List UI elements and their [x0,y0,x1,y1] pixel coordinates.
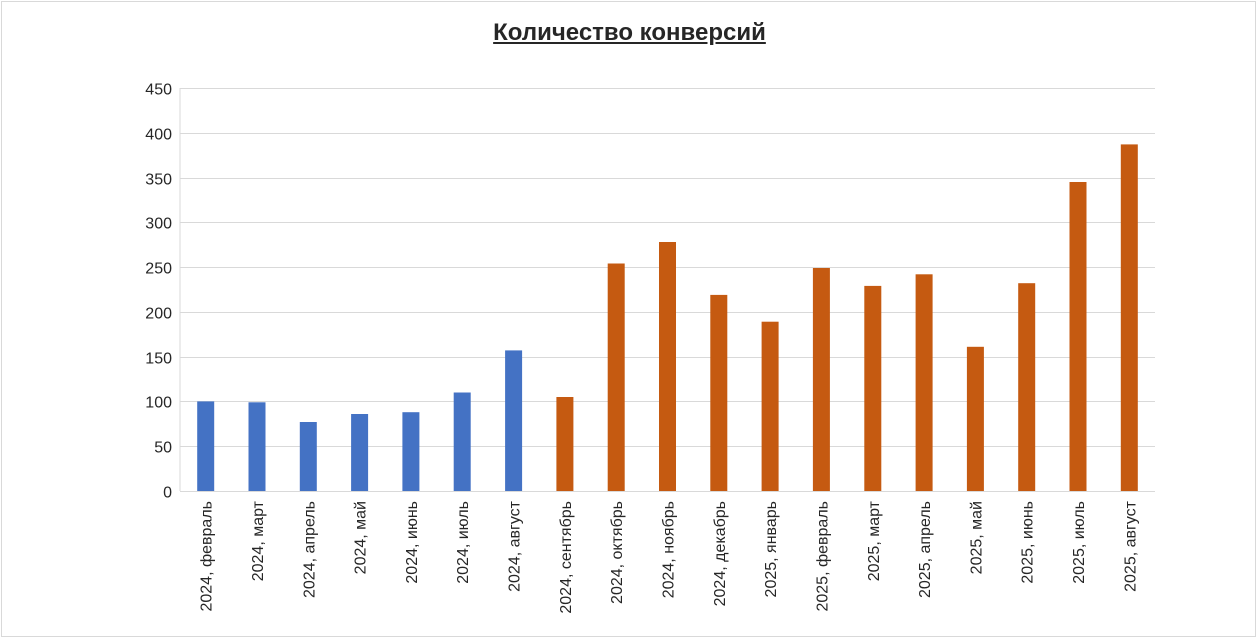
bars [197,144,1138,491]
x-tick-label: 2024, май [353,501,370,574]
bar [1120,144,1138,491]
y-tick-label: 300 [145,216,172,233]
y-tick-label: 400 [145,127,172,144]
x-tick-label: 2025, март [866,500,883,581]
x-tick-label: 2024, март [250,500,267,581]
bar [812,268,830,491]
x-tick-label: 2024, июль [455,501,472,584]
bar [556,397,574,491]
y-axis-ticks: 0 50 100 150 200 250 300 350 400 450 [145,82,172,502]
x-tick-label: 2024, февраль [199,501,216,612]
x-tick-label: 2024, июнь [404,501,421,584]
bar [966,346,984,491]
y-tick-label: 100 [145,395,172,412]
x-tick-label: 2024, ноябрь [661,501,678,598]
bar [351,414,369,491]
x-tick-label: 2025, февраль [814,501,831,612]
x-tick-label: 2024, октябрь [609,501,626,604]
bar [402,412,420,491]
bar [915,274,933,491]
bar [453,392,471,491]
y-tick-label: 250 [145,261,172,278]
x-tick-label: 2024, декабрь [712,501,729,606]
x-tick-label: 2024, август [507,500,524,592]
bar [659,242,676,491]
bar [607,263,625,491]
x-tick-label: 2025, январь [763,501,780,597]
y-tick-label: 150 [145,351,172,368]
x-tick-label: 2024, апрель [301,501,318,598]
bar [761,321,779,491]
y-tick-label: 0 [163,485,172,502]
x-tick-label: 2025, май [968,501,985,574]
bar [864,285,882,491]
bar [710,294,728,491]
x-tick-label: 2025, июль [1071,501,1088,584]
x-tick-label: 2025, июнь [1020,501,1037,584]
bar [505,350,523,491]
x-tick-label: 2025, апрель [917,501,934,598]
x-tick-label: 2024, сентябрь [558,501,575,614]
chart-title: Количество конверсий [493,19,766,46]
bar [1069,182,1087,491]
x-tick-label: 2025, август [1122,500,1139,592]
bar [1018,283,1036,491]
bar [248,402,266,491]
y-tick-label: 200 [145,306,172,323]
y-tick-label: 450 [145,82,172,99]
x-axis-ticks: 2024, февраль 2024, март 2024, апрель 2024,… [199,500,1140,613]
bar [197,401,215,491]
bar [299,422,317,491]
y-tick-label: 350 [145,172,172,189]
y-tick-label: 50 [154,440,172,457]
